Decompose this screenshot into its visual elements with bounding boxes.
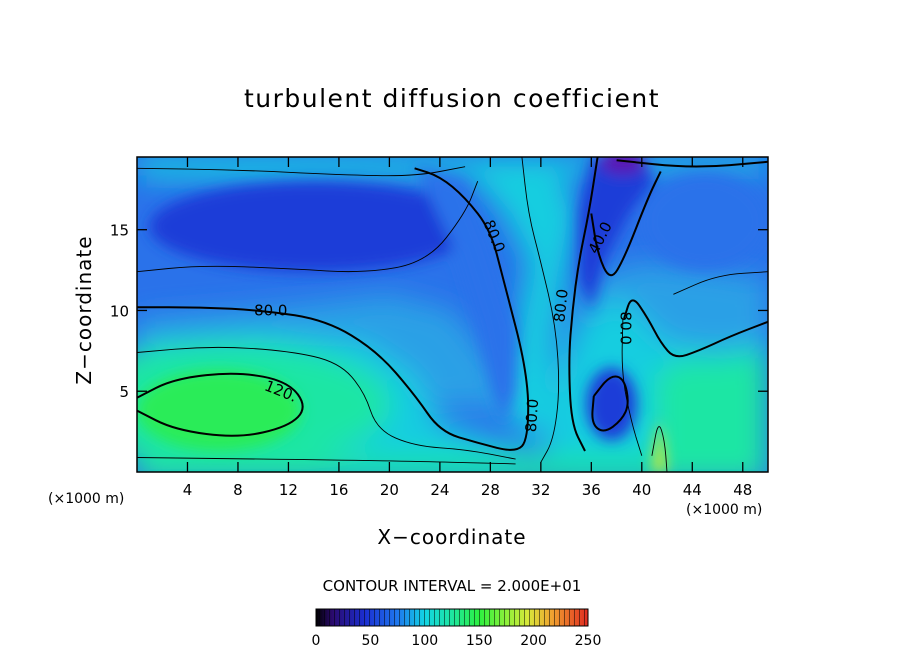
colorbar-tick-labels: 0 50 100 150 200 250 — [312, 633, 602, 649]
x-unit-label-right: (×1000 m) — [686, 502, 763, 518]
y-tick-label-10: 10 — [110, 302, 129, 320]
contour-120-oval — [137, 372, 304, 437]
contour-label-6: 80.0 — [616, 312, 634, 345]
contour-top-left — [137, 166, 466, 177]
field-diagonal-tongue — [414, 165, 516, 424]
contour-80-right-arm — [623, 299, 768, 358]
colorbar-tick-label-100: 100 — [411, 633, 438, 649]
field-right-dark-tongue — [578, 157, 655, 311]
contour-right-inner — [621, 318, 643, 456]
field-bottom-strip — [137, 455, 768, 472]
y-tick-label-15: 15 — [110, 222, 129, 240]
colorbar-frame — [315, 608, 589, 627]
contour-right-thin — [673, 271, 768, 295]
contour-40-tongue — [590, 171, 662, 277]
colorbar: 0 50 100 150 200 250 — [312, 608, 602, 649]
x-tick-label-24: 24 — [430, 481, 449, 499]
contour-100-left — [137, 346, 516, 460]
x-tick-label-44: 44 — [683, 481, 702, 499]
colorbar-tick-label-250: 250 — [575, 633, 602, 649]
plot-frame — [136, 156, 769, 473]
field-center-plume — [452, 157, 579, 440]
y-axis-label: Z−coordinate — [72, 235, 96, 385]
x-tick-label-4: 4 — [183, 481, 193, 499]
contour-interval-label: CONTOUR INTERVAL = 2.000E+01 — [322, 577, 582, 595]
x-tick-label-8: 8 — [233, 481, 243, 499]
x-tick-label-16: 16 — [329, 481, 348, 499]
colorbar-stripes — [316, 609, 588, 626]
colorbar-tick-label-50: 50 — [361, 633, 379, 649]
contour-label-0: 80.0 — [254, 301, 287, 319]
contour-lines — [137, 157, 768, 472]
field-right-green — [654, 350, 768, 472]
contour-80-right — [568, 157, 599, 452]
x-axis-label: X−coordinate — [377, 525, 527, 549]
contour-plume-inner — [521, 157, 560, 463]
x-tick-label-36: 36 — [582, 481, 601, 499]
y-tick-label-5: 5 — [119, 383, 129, 401]
field-left-oval-core — [137, 370, 302, 451]
field-hot-spot — [651, 420, 667, 472]
contour-label-3: 80.0 — [522, 398, 542, 433]
colorbar-tick-label-200: 200 — [520, 633, 547, 649]
field-upper-left-lobe — [149, 181, 478, 272]
contour-60-left — [137, 181, 479, 273]
x-tick-label-32: 32 — [531, 481, 550, 499]
x-tick-label-40: 40 — [632, 481, 651, 499]
chart-title: turbulent diffusion coefficient — [243, 84, 661, 113]
contour-label-4: 80.0 — [550, 288, 571, 323]
contour-top-right — [616, 159, 768, 168]
field-upper-right-lobe — [641, 173, 768, 271]
x-tick-label-28: 28 — [481, 481, 500, 499]
x-tick-label-20: 20 — [380, 481, 399, 499]
x-unit-label-left: (×1000 m) — [48, 491, 125, 507]
x-tick-label-48: 48 — [733, 481, 752, 499]
colorbar-tick-label-0: 0 — [312, 633, 321, 649]
x-tick-label-12: 12 — [279, 481, 298, 499]
colorbar-tick-label-150: 150 — [466, 633, 493, 649]
contour-hotspot — [651, 426, 668, 472]
contour-80-left — [137, 167, 530, 451]
contour-bottom — [137, 457, 516, 465]
